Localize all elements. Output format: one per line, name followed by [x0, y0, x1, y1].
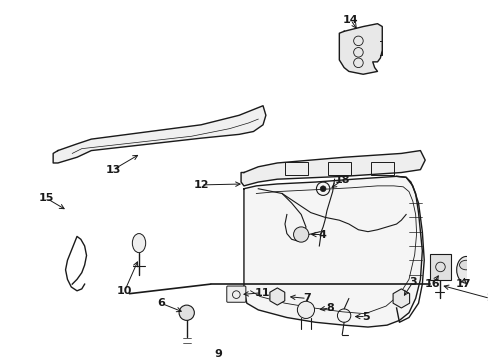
Text: 11: 11 — [254, 288, 269, 298]
Polygon shape — [241, 150, 425, 186]
Text: 6: 6 — [157, 298, 164, 308]
Text: 18: 18 — [334, 175, 349, 185]
Ellipse shape — [132, 234, 145, 253]
Ellipse shape — [456, 256, 475, 283]
Circle shape — [179, 305, 194, 320]
Circle shape — [293, 227, 308, 242]
Ellipse shape — [433, 263, 444, 280]
Bar — [327, 162, 350, 175]
Text: 14: 14 — [342, 15, 358, 25]
Circle shape — [297, 301, 314, 319]
Ellipse shape — [459, 260, 472, 270]
Text: 16: 16 — [424, 279, 440, 289]
Text: 4: 4 — [318, 230, 325, 239]
Bar — [429, 253, 450, 280]
FancyBboxPatch shape — [174, 350, 193, 360]
Text: 8: 8 — [325, 303, 333, 313]
Text: 17: 17 — [455, 279, 470, 289]
Text: 13: 13 — [105, 165, 121, 175]
Text: 9: 9 — [214, 349, 222, 359]
Polygon shape — [339, 24, 382, 74]
Text: 3: 3 — [408, 277, 416, 287]
Text: 12: 12 — [193, 180, 208, 190]
Polygon shape — [244, 176, 422, 327]
Bar — [285, 162, 307, 175]
Circle shape — [320, 186, 325, 192]
Text: 1: 1 — [485, 277, 488, 287]
FancyBboxPatch shape — [226, 286, 245, 302]
Text: 15: 15 — [39, 193, 54, 203]
Text: 10: 10 — [117, 286, 132, 296]
Text: 2: 2 — [485, 293, 488, 303]
Bar — [370, 162, 393, 175]
Text: 7: 7 — [303, 293, 310, 303]
Polygon shape — [53, 106, 265, 163]
Text: 5: 5 — [362, 311, 369, 321]
